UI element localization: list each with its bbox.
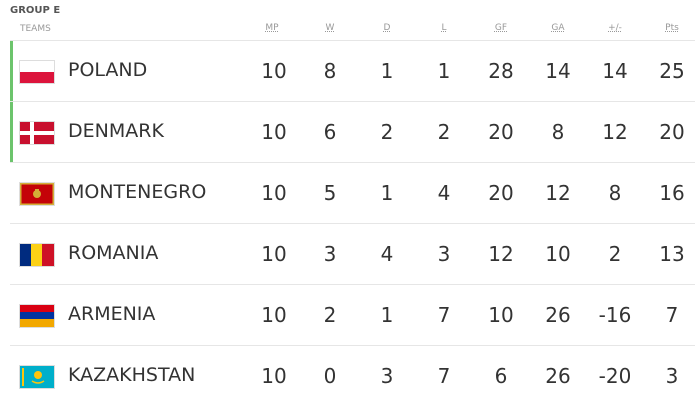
table-row[interactable]: ROMANIA 10 3 4 3 12 10 2 13 [10, 223, 695, 285]
cell-gf: 10 [488, 303, 514, 327]
poland-flag-icon [20, 61, 54, 83]
cell-d: 1 [380, 59, 394, 83]
cell-ga: 12 [545, 181, 571, 205]
cell-mp: 10 [261, 120, 287, 144]
cell-pts: 20 [659, 120, 685, 144]
cell-pts: 13 [659, 242, 685, 266]
cell-pts: 3 [665, 364, 679, 388]
header-l[interactable]: L [441, 23, 447, 33]
cell-l: 7 [437, 303, 451, 327]
cell-mp: 10 [261, 364, 287, 388]
cell-ga: 8 [551, 120, 565, 144]
cell-pts: 16 [659, 181, 685, 205]
cell-gd: 14 [602, 59, 628, 83]
team-name[interactable]: DENMARK [68, 120, 164, 142]
team-name[interactable]: KAZAKHSTAN [68, 364, 196, 386]
table-row[interactable]: MONTENEGRO 10 5 1 4 20 12 8 16 [10, 162, 695, 224]
cell-ga: 26 [545, 364, 571, 388]
header-pts[interactable]: Pts [665, 23, 679, 33]
cell-l: 7 [437, 364, 451, 388]
cell-mp: 10 [261, 59, 287, 83]
cell-w: 0 [323, 364, 337, 388]
cell-gf: 12 [488, 242, 514, 266]
cell-w: 2 [323, 303, 337, 327]
table-row[interactable]: DENMARK 10 6 2 2 20 8 12 20 [10, 101, 695, 163]
header-gd[interactable]: +/- [608, 23, 622, 33]
team-name[interactable]: ROMANIA [68, 242, 159, 264]
team-name[interactable]: POLAND [68, 59, 148, 81]
header-ga[interactable]: GA [551, 23, 565, 33]
montenegro-flag-icon [20, 183, 54, 205]
cell-d: 3 [380, 364, 394, 388]
cell-gd: -20 [598, 364, 632, 388]
cell-ga: 26 [545, 303, 571, 327]
cell-l: 2 [437, 120, 451, 144]
table-row[interactable]: KAZAKHSTAN 10 0 3 7 6 26 -20 3 [10, 345, 695, 407]
table-header: TEAMS MP W D L GF GA +/- Pts [0, 21, 695, 39]
cell-ga: 14 [545, 59, 571, 83]
cell-w: 5 [323, 181, 337, 205]
group-title: GROUP E [10, 5, 61, 16]
cell-d: 4 [380, 242, 394, 266]
cell-mp: 10 [261, 303, 287, 327]
team-name[interactable]: ARMENIA [68, 303, 156, 325]
cell-gf: 6 [494, 364, 508, 388]
header-teams: TEAMS [20, 24, 51, 34]
cell-d: 1 [380, 303, 394, 327]
cell-l: 1 [437, 59, 451, 83]
header-w[interactable]: W [325, 23, 335, 33]
team-name[interactable]: MONTENEGRO [68, 181, 207, 203]
cell-mp: 10 [261, 242, 287, 266]
armenia-flag-icon [20, 305, 54, 327]
kazakhstan-flag-icon [20, 366, 54, 388]
romania-flag-icon [20, 244, 54, 266]
table-row[interactable]: ARMENIA 10 2 1 7 10 26 -16 7 [10, 284, 695, 346]
cell-d: 1 [380, 181, 394, 205]
cell-gf: 28 [488, 59, 514, 83]
cell-gd: -16 [598, 303, 632, 327]
cell-gf: 20 [488, 120, 514, 144]
cell-mp: 10 [261, 181, 287, 205]
header-gf[interactable]: GF [494, 23, 508, 33]
cell-w: 6 [323, 120, 337, 144]
cell-l: 3 [437, 242, 451, 266]
cell-l: 4 [437, 181, 451, 205]
cell-ga: 10 [545, 242, 571, 266]
cell-pts: 25 [659, 59, 685, 83]
header-d[interactable]: D [383, 23, 391, 33]
table-row[interactable]: POLAND 10 8 1 1 28 14 14 25 [10, 40, 695, 102]
cell-w: 8 [323, 59, 337, 83]
cell-w: 3 [323, 242, 337, 266]
cell-d: 2 [380, 120, 394, 144]
cell-pts: 7 [665, 303, 679, 327]
cell-gd: 12 [602, 120, 628, 144]
denmark-flag-icon [20, 122, 54, 144]
cell-gd: 8 [608, 181, 622, 205]
cell-gf: 20 [488, 181, 514, 205]
header-mp[interactable]: MP [265, 23, 279, 33]
cell-gd: 2 [608, 242, 622, 266]
